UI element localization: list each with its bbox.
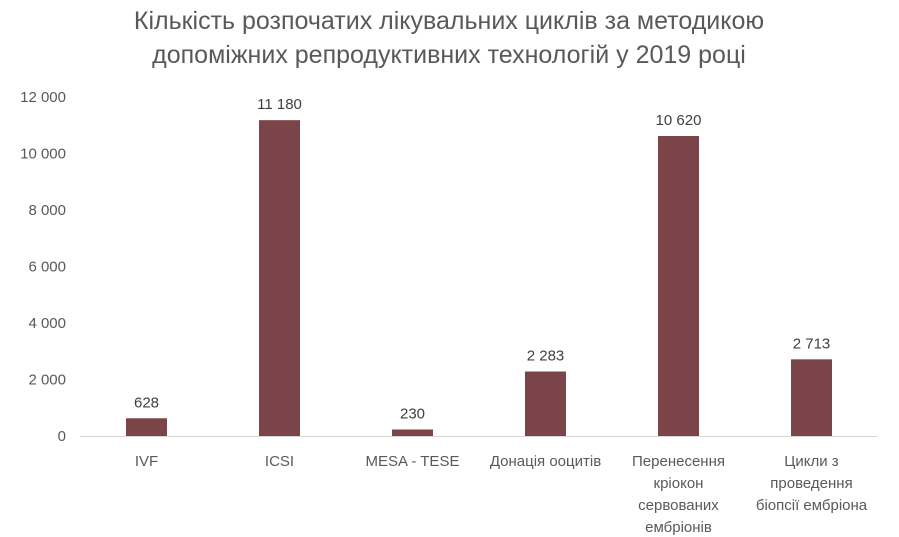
x-tick-label: Перенесення кріокон сервованих ембріонів bbox=[632, 453, 725, 536]
chart-title-line: Кількість розпочатих лікувальних циклів … bbox=[134, 7, 764, 35]
x-tick-label: ICSI bbox=[265, 453, 294, 470]
x-tick-label-line: проведення bbox=[770, 475, 852, 492]
x-tick-label: Донація ооцитів bbox=[490, 453, 601, 470]
x-tick-label: IVF bbox=[135, 453, 158, 470]
data-label: 2 283 bbox=[527, 348, 565, 365]
data-labels: 628 11 180 230 2 283 10 620 2 713 bbox=[134, 96, 830, 422]
y-tick-label: 12 000 bbox=[20, 89, 66, 106]
x-tick-label: Цикли з проведення біопсії ембріона bbox=[756, 453, 868, 514]
y-tick-label: 2 000 bbox=[28, 372, 66, 389]
bar bbox=[392, 429, 433, 436]
bar bbox=[259, 120, 300, 436]
bar bbox=[658, 135, 699, 437]
x-tick-label-line: біопсії ембріона bbox=[756, 497, 868, 514]
data-label: 230 bbox=[400, 406, 425, 423]
y-tick-label: 0 bbox=[58, 428, 66, 445]
bar bbox=[791, 359, 832, 436]
x-tick-label: MESA - TESE bbox=[366, 453, 460, 470]
y-tick-label: 4 000 bbox=[28, 315, 66, 332]
x-tick-label-line: Перенесення bbox=[632, 453, 725, 470]
y-tick-label: 8 000 bbox=[28, 202, 66, 219]
x-tick-label-line: Цикли з bbox=[784, 453, 839, 470]
y-tick-label: 10 000 bbox=[20, 146, 66, 163]
category-labels: IVF ICSI MESA - TESE Донація ооцитів Перенес… bbox=[135, 453, 868, 536]
x-tick-label-line: ICSI bbox=[265, 453, 294, 470]
bar bbox=[126, 418, 167, 436]
x-tick-label-line: Донація ооцитів bbox=[490, 453, 601, 470]
data-label: 11 180 bbox=[257, 96, 302, 113]
y-tick-label: 6 000 bbox=[28, 259, 66, 276]
bars bbox=[126, 120, 832, 437]
y-axis: 0 2 000 4 000 6 000 8 000 10 000 12 000 bbox=[20, 89, 66, 445]
chart-title-line: допоміжних репродуктивних технологій у 2… bbox=[152, 41, 746, 69]
bar bbox=[525, 371, 566, 436]
x-tick-label-line: сервованих bbox=[638, 497, 719, 514]
chart-title: Кількість розпочатих лікувальних циклів … bbox=[134, 7, 764, 69]
data-label: 10 620 bbox=[656, 112, 702, 129]
x-tick-label-line: MESA - TESE bbox=[366, 453, 460, 470]
x-tick-label-line: ембріонів bbox=[645, 519, 712, 536]
x-tick-label-line: кріокон bbox=[654, 475, 704, 492]
x-tick-label-line: IVF bbox=[135, 453, 158, 470]
data-label: 2 713 bbox=[793, 335, 831, 352]
data-label: 628 bbox=[134, 394, 159, 411]
